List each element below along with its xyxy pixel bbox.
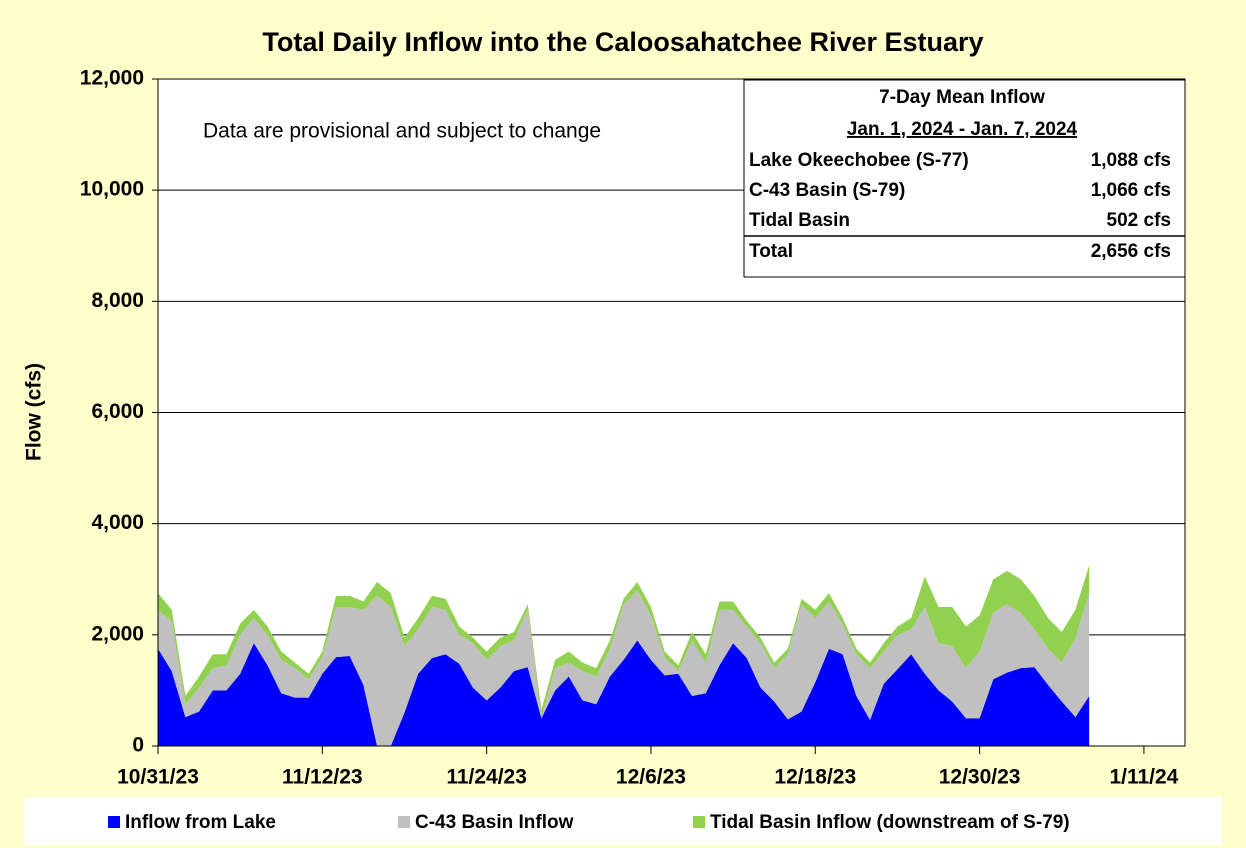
y-axis-label: Flow (cfs) (23, 363, 46, 461)
legend-label: Inflow from Lake (125, 812, 276, 833)
summary-label: C-43 Basin (S-79) (749, 180, 905, 201)
summary-title: 7-Day Mean Inflow (879, 87, 1045, 108)
summary-value: 502 cfs (1107, 210, 1171, 231)
y-tick-label: 2,000 (91, 622, 144, 645)
area (158, 565, 1090, 719)
area (158, 590, 1090, 746)
summary-box: 7-Day Mean Inflow Jan. 1, 2024 - Jan. 7,… (743, 79, 1186, 278)
legend-label: C-43 Basin Inflow (415, 812, 574, 833)
area (158, 640, 1090, 746)
summary-value: 1,088 cfs (1091, 150, 1171, 171)
x-tick-label: 12/6/23 (616, 766, 686, 789)
chart-title: Total Daily Inflow into the Caloosahatch… (262, 27, 983, 57)
y-tick-label: 6,000 (91, 400, 144, 423)
summary-label: Total (749, 241, 793, 262)
legend: Inflow from Lake C-43 Basin Inflow Tidal B… (108, 812, 1070, 833)
y-tick-label: 12,000 (80, 67, 144, 90)
x-tick-label: 11/24/23 (446, 766, 527, 789)
y-tick-label: 8,000 (91, 289, 144, 312)
summary-label: Lake Okeechobee (S-77) (749, 150, 969, 171)
summary-value: 2,656 cfs (1091, 241, 1171, 262)
x-tick-label: 10/31/23 (117, 766, 199, 789)
x-tick-label: 1/11/24 (1109, 766, 1178, 789)
y-tick-label: 4,000 (91, 511, 144, 534)
annotation: Data are provisional and subject to chan… (203, 120, 601, 143)
y-tick-label: 10,000 (80, 178, 144, 201)
legend-label: Tidal Basin Inflow (downstream of S-79) (710, 812, 1070, 833)
x-tick-label: 12/18/23 (774, 766, 856, 789)
x-tick-label: 12/30/23 (939, 766, 1021, 789)
legend-box (24, 797, 1222, 845)
legend-swatch (108, 816, 120, 828)
legend-swatch (398, 816, 410, 828)
summary-period: Jan. 1, 2024 - Jan. 7, 2024 (847, 119, 1078, 140)
y-tick-label: 0 (132, 734, 144, 757)
summary-frame (743, 79, 1186, 278)
legend-swatch (693, 816, 705, 828)
summary-label: Tidal Basin (749, 210, 850, 231)
summary-value: 1,066 cfs (1091, 180, 1171, 201)
x-tick-label: 11/12/23 (282, 766, 363, 789)
